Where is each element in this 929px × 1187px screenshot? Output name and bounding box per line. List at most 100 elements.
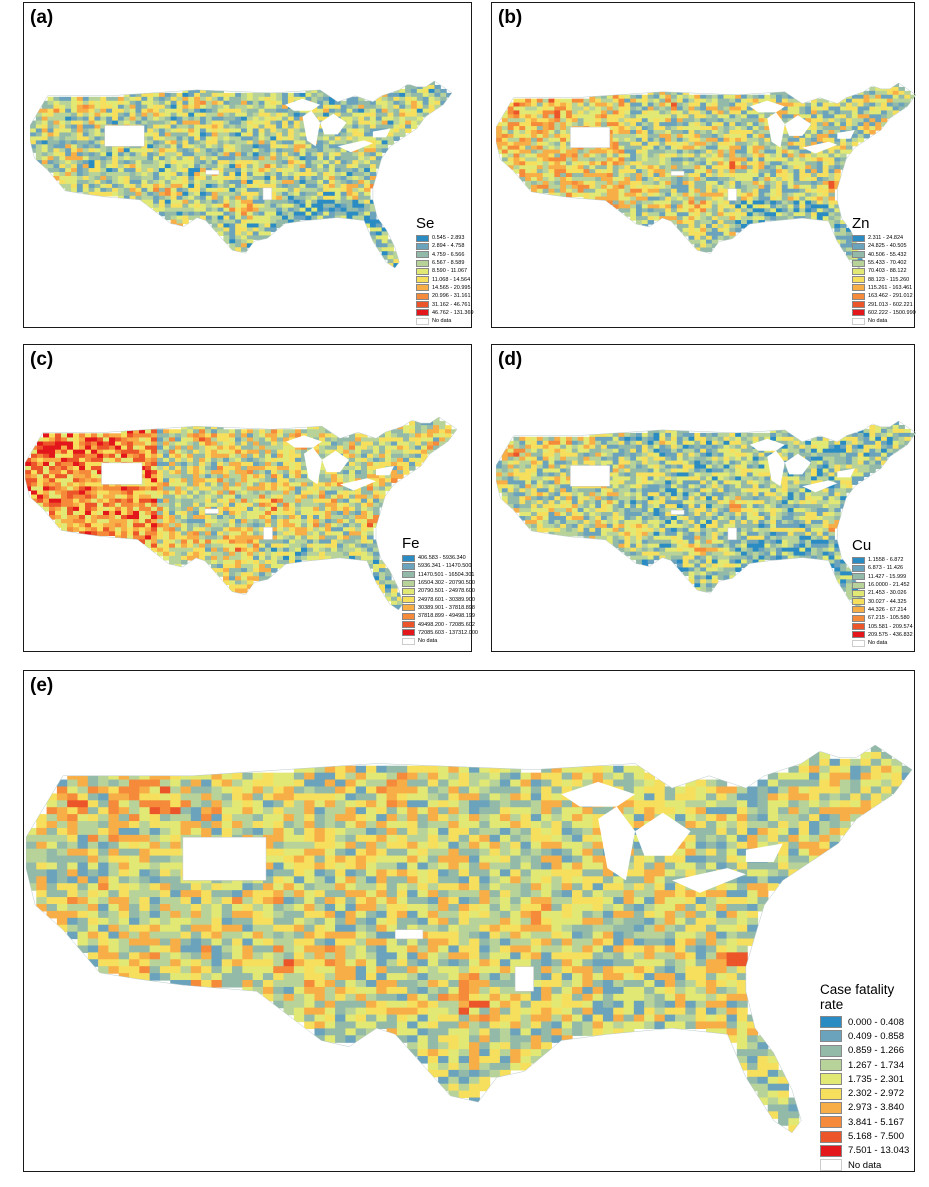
legend-class: 0.545 - 2.893	[416, 234, 474, 242]
legend-class: 70.403 - 88.122	[852, 267, 916, 275]
legend-class: 0.000 - 0.408	[820, 1015, 914, 1029]
legend-swatch	[416, 317, 429, 325]
panel-b: (b) Zn 2.311 - 24.824 24.825 - 40.505 40.5…	[491, 2, 916, 328]
legend-class-label: 11.427 - 15.999	[868, 573, 907, 580]
legend-class-label: 20790.501 - 24978.600	[418, 588, 475, 595]
legend-swatch	[820, 1144, 842, 1157]
legend-swatch	[402, 562, 415, 570]
legend-class-label: 14.565 - 20.995	[432, 284, 471, 291]
county-cells	[496, 83, 916, 268]
legend-title: Zn	[852, 215, 870, 232]
legend-swatch	[416, 309, 429, 317]
legend-swatch	[820, 1016, 842, 1029]
no-data-region	[394, 929, 424, 940]
no-data-region	[570, 126, 611, 148]
legend-class: 16.0000 - 21.452	[852, 581, 913, 589]
legend-class: 209.575 - 436.832	[852, 631, 913, 639]
legend-class-label: 0.409 - 0.858	[848, 1030, 904, 1042]
legend-swatch	[852, 301, 865, 309]
legend-class-label: 72085.603 - 137312.000	[418, 629, 478, 636]
legend-class-label: 55.433 - 70.402	[868, 260, 907, 267]
us-outline	[26, 745, 912, 1134]
no-data-region	[182, 837, 267, 881]
legend-class-label: 21.453 - 30.026	[868, 590, 907, 597]
legend-title: Cu	[852, 537, 872, 554]
lake	[767, 112, 785, 148]
lake	[802, 141, 838, 154]
legend-class: 20790.501 - 24978.600	[402, 587, 478, 595]
legend-swatch	[416, 284, 429, 292]
legend-class-label: 31.162 - 46.761	[432, 301, 471, 308]
legend-swatch	[852, 631, 865, 639]
legend-class: 49498.200 - 72085.602	[402, 620, 478, 629]
legend-swatch	[820, 1073, 842, 1086]
legend-class: 7.501 - 13.043	[820, 1144, 914, 1158]
panel-e: (e) Case fatality rate 0.000 - 0.408 0.40…	[23, 670, 915, 1172]
legend-swatch	[852, 234, 865, 242]
legend-swatch	[852, 581, 865, 589]
legend-swatch	[852, 284, 865, 292]
legend-swatch	[852, 267, 865, 275]
legend-class-label: 4.759 - 6.566	[432, 251, 465, 258]
legend-class-label: 67.215 - 105.580	[868, 615, 910, 622]
lake	[340, 478, 376, 491]
legend-class-label: No data	[848, 1159, 882, 1171]
legend-zn: Zn 2.311 - 24.824 24.825 - 40.505 40.506 -…	[852, 215, 916, 325]
county-cells	[30, 81, 452, 268]
legend-class-label: 0.859 - 1.266	[848, 1045, 904, 1057]
legend-class-label: 406.583 - 5936.340	[418, 555, 466, 562]
legend-no-data: No data	[416, 317, 474, 325]
legend-class: 67.215 - 105.580	[852, 614, 913, 622]
no-data-region	[570, 465, 611, 487]
legend-swatch	[416, 234, 429, 242]
legend-swatch	[852, 276, 865, 284]
panel-label: (a)	[30, 7, 54, 28]
legend-swatch	[852, 292, 865, 300]
legend-title: Case fatality rate	[820, 982, 895, 1012]
legend-class: 105.581 - 209.574	[852, 622, 913, 631]
legend-swatch	[820, 1116, 842, 1129]
legend-class: 30389.901 - 37818.898	[402, 604, 478, 612]
legend-title: Fe	[402, 535, 420, 552]
lake	[767, 450, 785, 487]
lake	[372, 128, 391, 138]
legend-class-label: No data	[418, 638, 438, 645]
panel-c: (c) Fe 406.583 - 5936.340 5936.341 - 1147…	[23, 344, 478, 652]
legend-no-data: No data	[852, 639, 913, 647]
legend-class: 46.762 - 131.369	[416, 309, 474, 317]
lake	[802, 480, 838, 493]
lake	[784, 115, 811, 136]
lake	[320, 113, 347, 135]
legend-class: 291.013 - 602.221	[852, 300, 916, 309]
legend-class: 31.162 - 46.761	[416, 300, 474, 309]
panel-label: (e)	[30, 675, 54, 696]
legend-class: 11470.501 - 16504.301	[402, 571, 478, 579]
legend-class: 11.427 - 15.999	[852, 573, 913, 581]
panel-label: (b)	[498, 7, 523, 28]
lake	[304, 447, 322, 485]
no-data-region	[101, 462, 143, 485]
legend-class-label: 6.873 - 11.426	[868, 565, 904, 572]
legend-swatch	[852, 606, 865, 614]
map-case-fatality	[26, 745, 912, 1134]
lake	[337, 140, 373, 153]
legend-no-data: No data	[820, 1158, 914, 1172]
legend-class-label: 16504.302 - 20790.500	[418, 580, 475, 587]
legend-class: 40.506 - 55.432	[852, 251, 916, 259]
panel-label: (d)	[498, 349, 523, 370]
legend-class: 0.409 - 0.858	[820, 1029, 914, 1043]
legend-class-label: 6.567 - 8.589	[432, 260, 465, 267]
legend-class: 55.433 - 70.402	[852, 259, 916, 267]
legend-class-label: No data	[868, 640, 888, 647]
legend-case-fatality: Case fatality rate 0.000 - 0.408 0.409 - …	[820, 982, 914, 1172]
legend-class-label: 20.996 - 31.161	[432, 293, 471, 300]
map-se	[30, 81, 452, 269]
legend-swatch	[820, 1044, 842, 1057]
county-cells	[496, 421, 916, 608]
legend-swatch	[852, 564, 865, 572]
legend-class-label: 2.311 - 24.824	[868, 235, 904, 242]
legend-swatch	[852, 589, 865, 597]
map-fe	[25, 417, 457, 611]
legend-class: 3.841 - 5.167	[820, 1115, 914, 1129]
no-data-region	[204, 508, 219, 514]
